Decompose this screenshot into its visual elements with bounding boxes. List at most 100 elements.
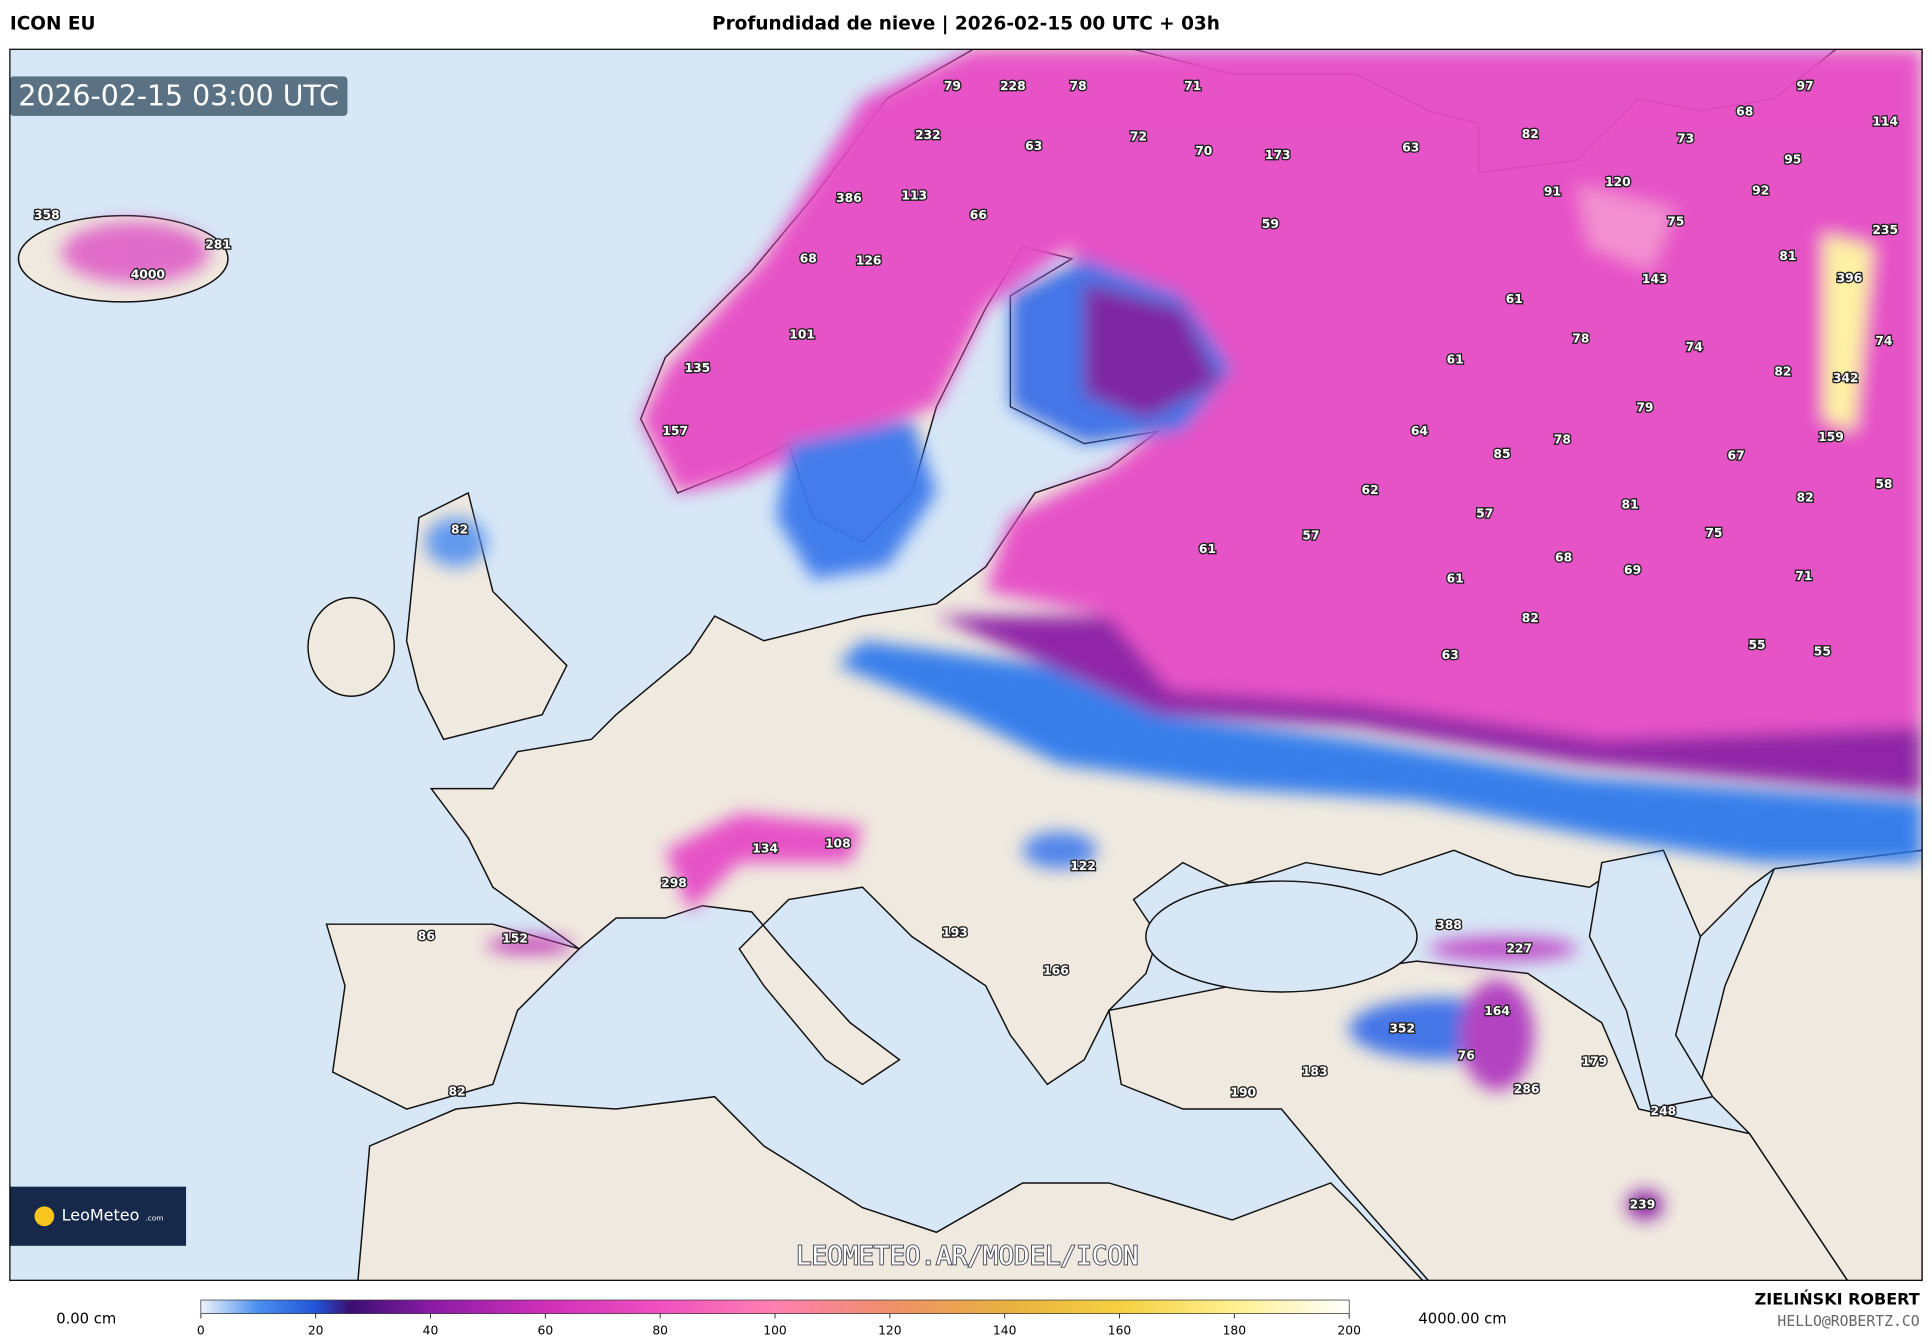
snow-depth-label: 190 [1230,1086,1256,1100]
snow-depth-label: 122 [1070,859,1096,873]
snow-depth-label: 298 [661,876,687,890]
snow-depth-label: 82 [449,1084,466,1098]
snow-depth-label: 61 [1447,572,1464,586]
inland-seas [1145,849,1714,1110]
snow-depth-label: 159 [1818,430,1844,444]
snow-depth-label: 248 [1651,1104,1677,1118]
colorbar-tick-label: 120 [878,1323,902,1337]
snow-depth-label: 72 [1130,129,1147,143]
snow-depth-label: 64 [1411,424,1428,438]
snow-depth-label: 232 [915,128,941,142]
snow-depth-label: 235 [1872,223,1898,237]
snow-depth-label: 4000 [131,267,165,281]
snow-depth-label: 59 [1262,217,1279,231]
colorbar-max: 4000.00 cm [1418,1311,1506,1328]
colorbar-ticks: 0 20 40 60 80 100 120 140 160 180 200 [197,1313,1361,1337]
snow-depth-label: 352 [1389,1021,1415,1035]
snow-depth-label: 183 [1302,1065,1328,1079]
snow-depth-label: 78 [1554,432,1571,446]
snow-depth-label: 73 [1677,132,1694,146]
snow-depth-label: 55 [1748,638,1765,652]
snow-depth-label: 173 [1265,148,1291,162]
snow-depth-label: 101 [789,328,815,342]
snow-depth-label: 134 [752,842,778,856]
snow-depth-label: 63 [1402,140,1419,154]
colorbar-tick-label: 160 [1108,1323,1132,1337]
snow-depth-label: 78 [1572,331,1589,345]
colorbar-tick-label: 140 [993,1323,1017,1337]
author-email: HELLO@ROBERTZ.CO [1777,1313,1919,1330]
snow-depth-label: 66 [970,208,987,222]
snow-depth-label: 85 [1493,447,1510,461]
snow-depth-label: 75 [1667,214,1684,228]
logo-suffix: .com [145,1214,163,1223]
colorbar-tick-label: 200 [1337,1323,1361,1337]
colorbar-tick-label: 40 [423,1323,439,1337]
snow-depth-label: 388 [1436,918,1462,932]
snow-depth-label: 166 [1043,964,1069,978]
snow-depth-label: 82 [1522,611,1539,625]
colorbar-min: 0.00 cm [56,1311,116,1328]
snow-depth-label: 68 [1736,105,1753,119]
snow-depth-label: 286 [1514,1082,1540,1096]
snow-depth-label: 396 [1837,271,1863,285]
snow-depth-label: 95 [1784,153,1801,167]
snow-depth-label: 164 [1484,1004,1510,1018]
snow-depth-label: 135 [685,361,711,375]
snow-depth-label: 78 [1070,79,1087,93]
snow-depth-label: 62 [1362,483,1379,497]
snow-depth-label: 82 [1797,490,1814,504]
snow-depth-label: 82 [1522,127,1539,141]
snow-depth-label: 152 [502,931,528,945]
snow-depth-label: 71 [1795,569,1812,583]
snow-depth-label: 67 [1728,448,1745,462]
snow-depth-label: 79 [944,79,961,93]
snow-depth-label: 281 [205,238,231,252]
snow-depth-label: 91 [1544,185,1561,199]
snow-depth-label: 57 [1302,529,1319,543]
snow-depth-labels: 358 281 4000 79 228 78 71 97 68 114 232 72 70 173 63 63… [33,77,1900,1213]
snow-depth-label: 108 [825,837,851,851]
snow-depth-label: 342 [1833,371,1859,385]
snow-depth-label: 81 [1622,498,1639,512]
watermark: LEOMETEO.AR/MODEL/ICON [796,1241,1138,1271]
logo: LeoMeteo [62,1206,140,1225]
colorbar-tick-label: 100 [763,1323,787,1337]
snow-depth-label: 68 [800,251,817,265]
snow-depth-label: 386 [836,191,862,205]
map-frame [9,48,1923,1281]
snow-depth-label: 179 [1582,1055,1608,1069]
snow-depth-label: 157 [662,424,688,438]
map: 358 281 4000 79 228 78 71 97 68 114 232 72 70 173 63 63… [9,49,1923,1281]
colorbar-tick-label: 80 [652,1323,668,1337]
snow-depth-label: 61 [1447,352,1464,366]
snow-depth-label: 86 [418,929,435,943]
snow-depth-label: 69 [1624,563,1641,577]
snow-depth-label: 143 [1642,272,1668,286]
snow-depth-label: 76 [1458,1049,1475,1063]
snow-depth-label: 113 [901,188,927,202]
snow-depth-label: 79 [1636,400,1653,414]
snow-depth-label: 120 [1605,175,1631,189]
model-name: ICON EU [10,14,96,35]
snow-cover [61,49,1923,1220]
snow-depth-label: 55 [1814,644,1831,658]
timestamp-box [9,76,348,116]
snow-depth-label: 58 [1875,477,1892,491]
snow-depth-label: 70 [1195,144,1212,158]
snow-depth-label: 68 [1555,551,1572,565]
snow-depth-label: 97 [1797,79,1814,93]
snow-depth-label: 126 [856,254,882,268]
snow-depth-label: 193 [942,925,968,939]
logo-sun [34,1206,55,1227]
colorbar-tick-label: 20 [308,1323,324,1337]
snow-depth-label: 61 [1506,292,1523,306]
snow-depth-label: 63 [1025,139,1042,153]
snow-depth-label: 63 [1442,648,1459,662]
snow-depth-label: 74 [1686,340,1703,354]
snow-depth-label: 228 [1000,79,1026,93]
colorbar-tick-label: 0 [197,1323,205,1337]
snow-depth-label: 57 [1476,506,1493,520]
